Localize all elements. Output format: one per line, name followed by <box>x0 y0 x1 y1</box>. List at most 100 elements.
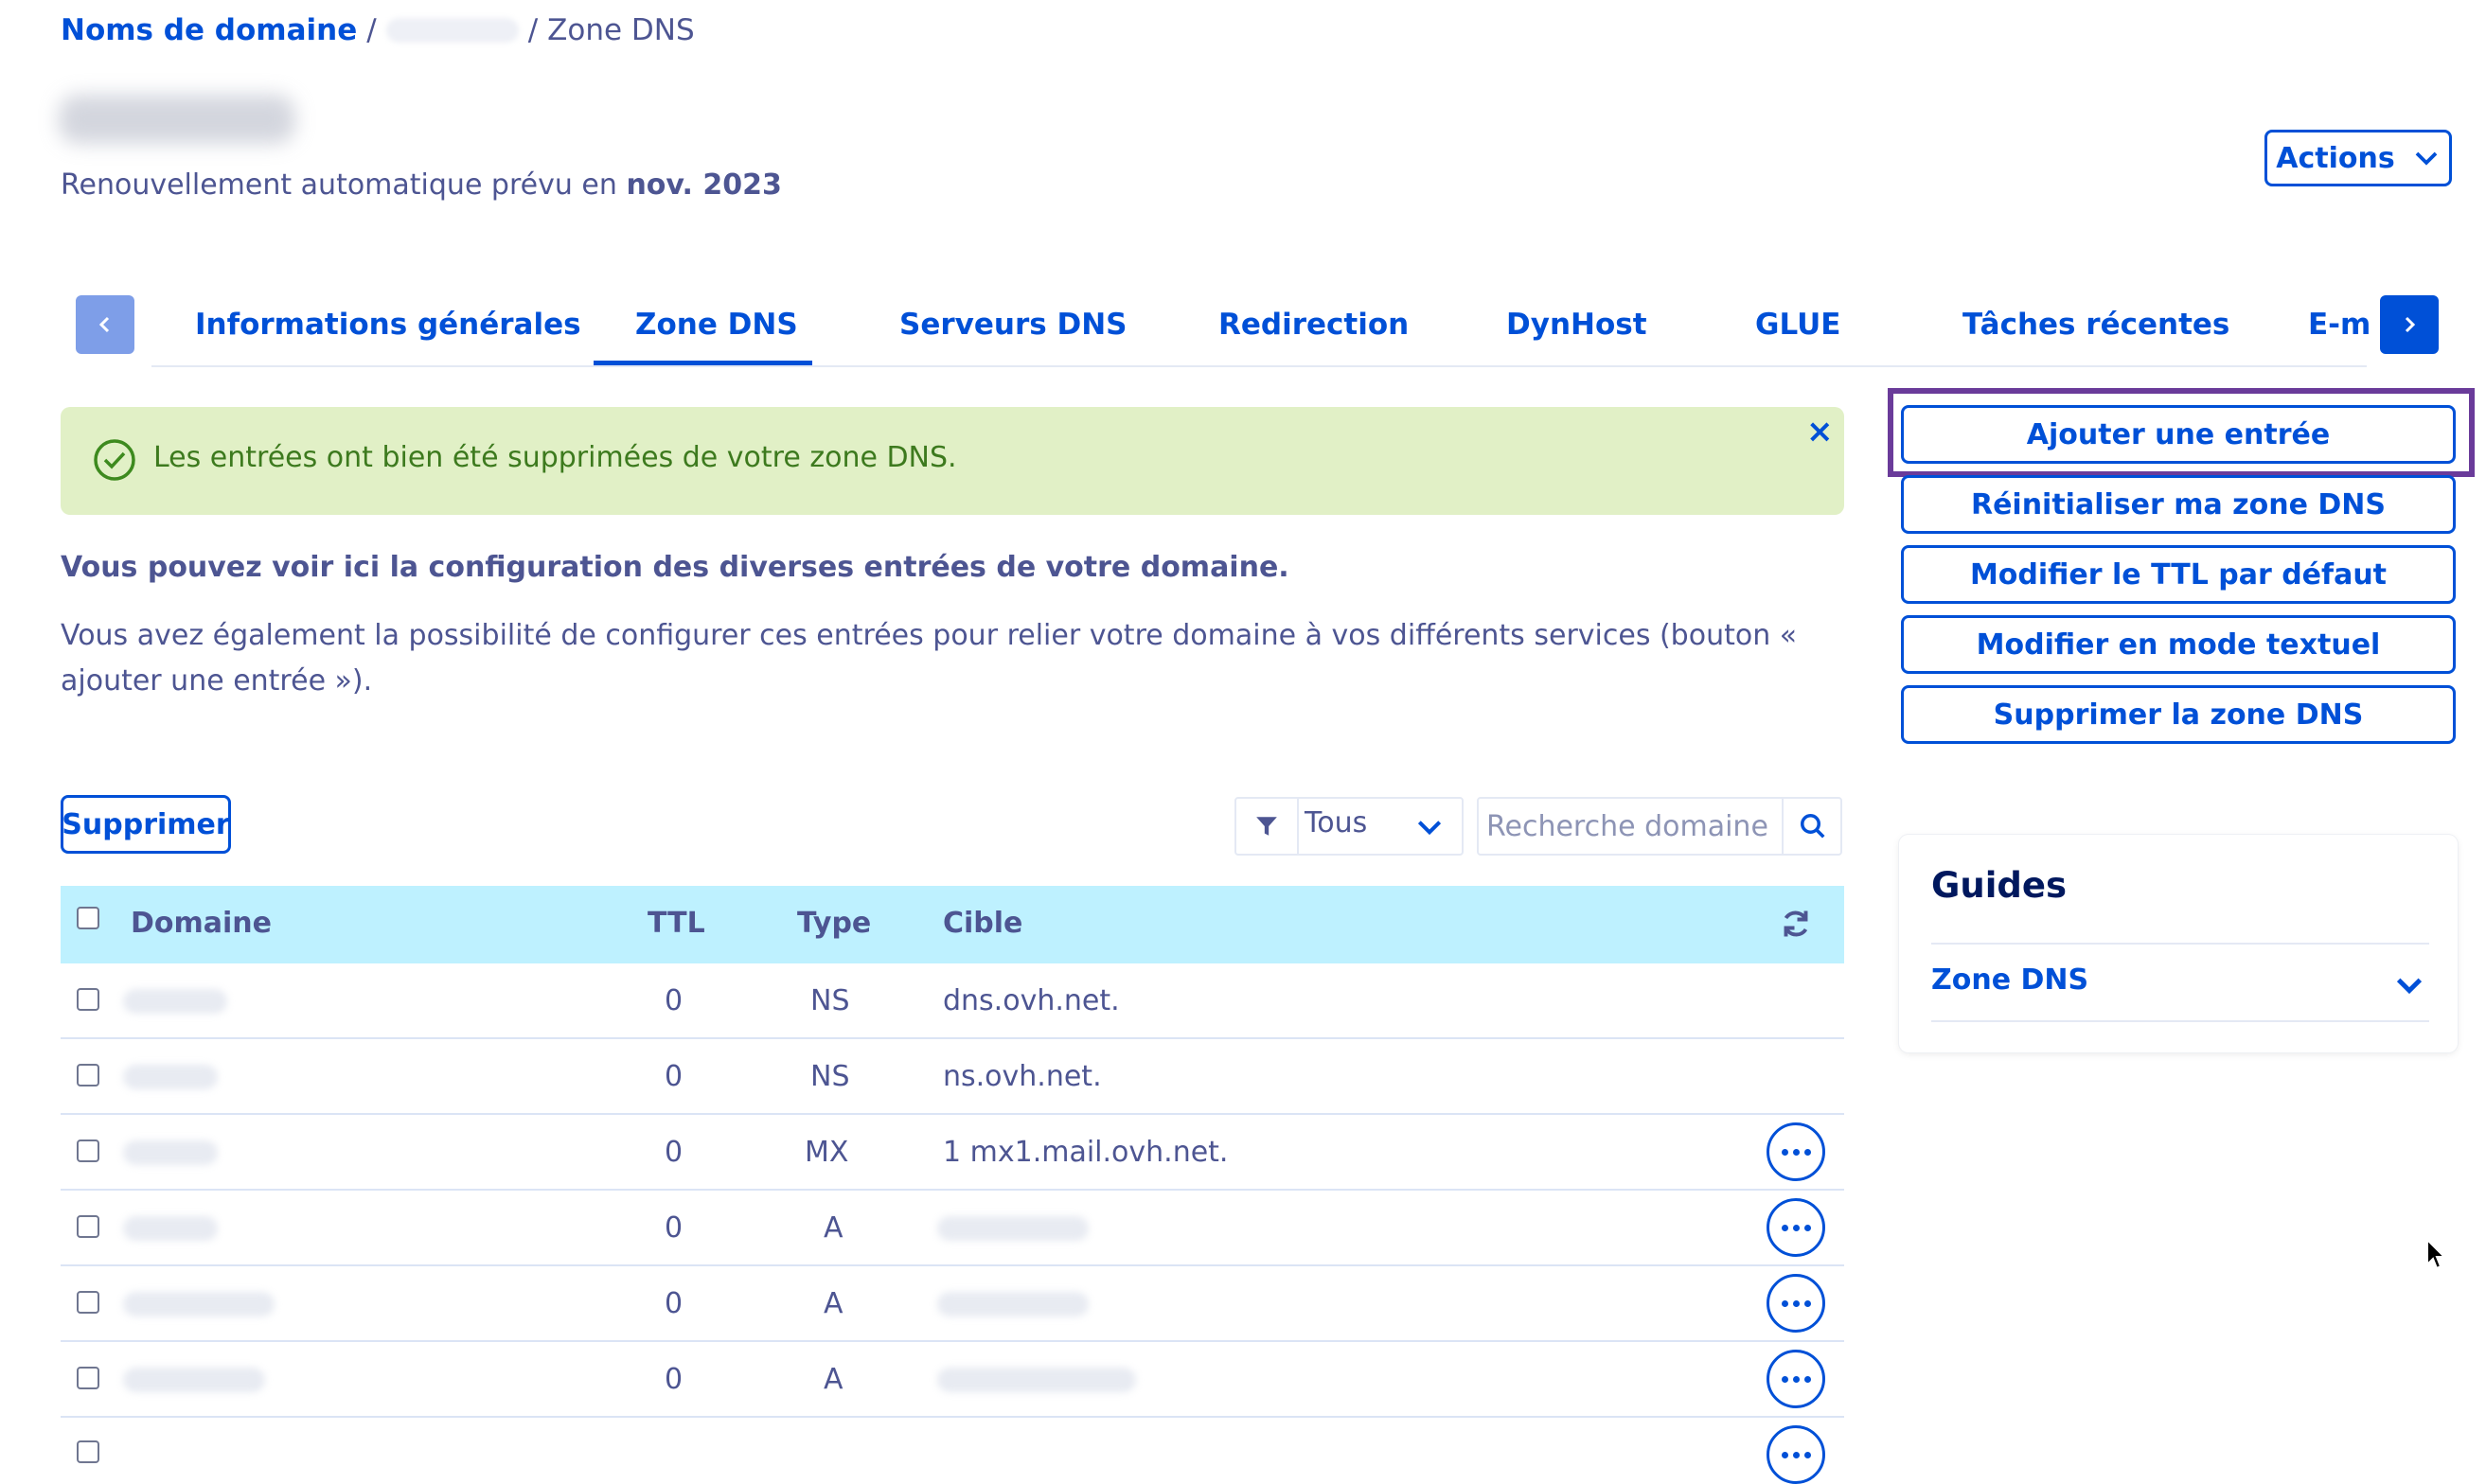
renewal-date: nov. 2023 <box>626 168 782 202</box>
row-target: dns.ovh.net. <box>943 984 1120 1017</box>
row-checkbox[interactable] <box>77 988 99 1011</box>
table-header <box>61 886 1844 963</box>
tab-general-info[interactable]: Informations générales <box>195 308 581 342</box>
row-divider <box>61 1189 1844 1191</box>
row-checkbox[interactable] <box>77 1440 99 1463</box>
row-ttl: 0 <box>665 1060 684 1093</box>
chevron-left-icon <box>98 316 110 333</box>
add-entry-button[interactable]: Ajouter une entrée <box>1901 405 2456 464</box>
tab-scroll-right-button[interactable] <box>2380 295 2439 354</box>
intro-text: Vous avez également la possibilité de co… <box>61 619 1798 698</box>
delete-zone-button[interactable]: Supprimer la zone DNS <box>1901 685 2456 744</box>
chevron-down-icon <box>1417 821 1442 836</box>
intro-title: Vous pouvez voir ici la configuration de… <box>61 551 1289 584</box>
row-type: A <box>824 1287 843 1320</box>
row-divider <box>61 1264 1844 1266</box>
row-ttl: 0 <box>665 1287 684 1320</box>
close-icon[interactable]: × <box>1806 413 1834 450</box>
breadcrumb-separator: / <box>527 13 539 47</box>
row-domain <box>123 1292 275 1316</box>
chevron-down-icon[interactable] <box>2393 969 2425 1001</box>
column-header-target[interactable]: Cible <box>943 907 1023 940</box>
tab-active-indicator <box>594 361 812 365</box>
breadcrumb-separator: / <box>366 13 377 47</box>
edit-ttl-button[interactable]: Modifier le TTL par défaut <box>1901 545 2456 604</box>
row-ttl: 0 <box>665 1211 684 1245</box>
row-checkbox[interactable] <box>77 1215 99 1238</box>
type-filter-select[interactable] <box>1234 797 1464 856</box>
row-type: NS <box>810 1060 850 1093</box>
row-actions-button[interactable] <box>1767 1198 1825 1257</box>
tab-glue[interactable]: GLUE <box>1755 308 1841 342</box>
chevron-down-icon <box>2415 151 2438 166</box>
highlight-box <box>1888 388 2475 477</box>
row-domain <box>123 1140 218 1165</box>
row-checkbox[interactable] <box>77 1367 99 1389</box>
breadcrumb: Noms de domaine / / Zone DNS <box>61 11 695 49</box>
row-ttl: 0 <box>665 1363 684 1396</box>
row-domain <box>123 1065 218 1089</box>
search-icon <box>1801 814 1825 839</box>
tab-email[interactable]: E-mai <box>2308 308 2369 342</box>
row-domain <box>123 1368 265 1392</box>
refresh-icon[interactable] <box>1779 907 1813 941</box>
text-mode-button[interactable]: Modifier en mode textuel <box>1901 615 2456 674</box>
row-type: A <box>824 1211 843 1245</box>
column-header-domain[interactable]: Domaine <box>131 907 273 940</box>
actions-button[interactable]: Actions <box>2264 130 2452 186</box>
actions-label: Actions <box>2276 141 2395 175</box>
filter-icon <box>1256 817 1277 836</box>
row-domain <box>123 989 227 1014</box>
tab-dynhost[interactable]: DynHost <box>1506 308 1647 342</box>
row-target <box>937 1216 1089 1241</box>
delete-selected-button[interactable]: Supprimer <box>61 795 231 854</box>
row-actions-button[interactable] <box>1767 1425 1825 1484</box>
row-actions-button[interactable] <box>1767 1274 1825 1333</box>
row-divider <box>61 1037 1844 1039</box>
renewal-info: Renouvellement automatique prévu en nov.… <box>61 168 782 202</box>
search-button[interactable] <box>1782 799 1842 854</box>
row-checkbox[interactable] <box>77 1291 99 1314</box>
row-domain <box>123 1216 218 1241</box>
check-circle-icon <box>94 439 135 481</box>
row-checkbox[interactable] <box>77 1140 99 1162</box>
row-checkbox[interactable] <box>77 1064 99 1086</box>
breadcrumb-current: Zone DNS <box>547 13 695 47</box>
tab-dns-zone[interactable]: Zone DNS <box>635 308 798 342</box>
row-divider <box>61 1340 1844 1342</box>
search-input[interactable] <box>1479 799 1778 854</box>
guides-title: Guides <box>1931 865 2067 906</box>
tab-scroll-left-button[interactable] <box>76 295 134 354</box>
page-title <box>59 95 295 144</box>
tab-dns-servers[interactable]: Serveurs DNS <box>899 308 1128 342</box>
guides-divider <box>1931 1020 2429 1022</box>
row-divider <box>61 1416 1844 1418</box>
select-all-checkbox[interactable] <box>77 907 99 929</box>
row-target: ns.ovh.net. <box>943 1060 1102 1093</box>
tab-redirection[interactable]: Redirection <box>1218 308 1410 342</box>
row-target <box>937 1368 1136 1392</box>
row-type: A <box>824 1363 843 1396</box>
column-header-ttl[interactable]: TTL <box>648 907 705 940</box>
row-ttl: 0 <box>665 1136 684 1169</box>
renewal-prefix: Renouvellement automatique prévu en <box>61 168 617 202</box>
tab-recent-tasks[interactable]: Tâches récentes <box>1962 308 2230 342</box>
success-alert <box>61 407 1844 515</box>
row-actions-button[interactable] <box>1767 1122 1825 1181</box>
search-box <box>1477 797 1842 856</box>
row-divider <box>61 1113 1844 1115</box>
success-message: Les entrées ont bien été supprimées de v… <box>153 441 957 474</box>
column-header-type[interactable]: Type <box>797 907 872 940</box>
row-type: NS <box>810 984 850 1017</box>
breadcrumb-domain-link[interactable] <box>385 18 519 43</box>
filter-icon-cell <box>1236 799 1299 854</box>
filter-value: Tous <box>1305 806 1368 839</box>
mouse-cursor-icon <box>2426 1238 2447 1270</box>
row-actions-button[interactable] <box>1767 1350 1825 1408</box>
reset-zone-button[interactable]: Réinitialiser ma zone DNS <box>1901 475 2456 534</box>
breadcrumb-root-link[interactable]: Noms de domaine <box>61 13 358 47</box>
row-target: 1 mx1.mail.ovh.net. <box>943 1136 1229 1169</box>
row-type: MX <box>805 1136 849 1169</box>
tabs-divider <box>151 365 2367 367</box>
guides-item-dns-zone[interactable]: Zone DNS <box>1931 963 2089 997</box>
